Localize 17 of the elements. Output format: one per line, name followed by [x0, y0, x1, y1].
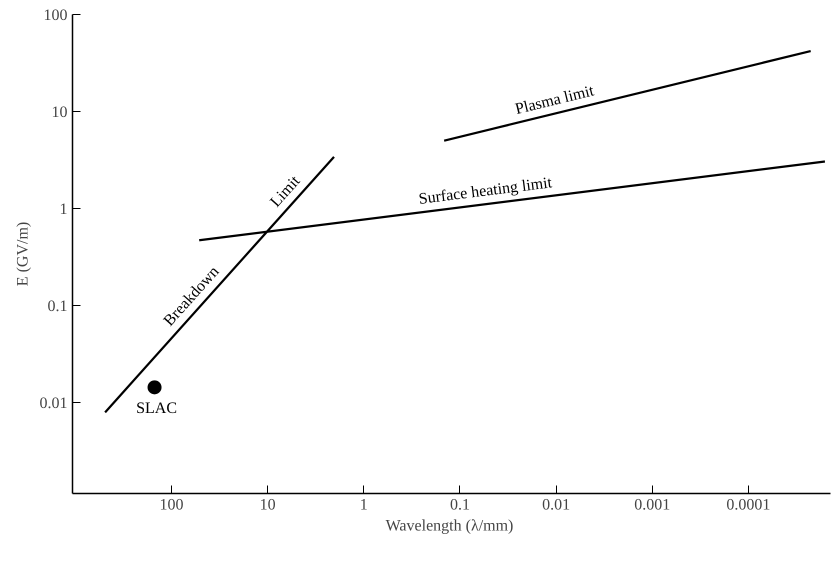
text: Surface heating limit — [418, 174, 554, 208]
y-axis-title: E (GV/m) — [14, 222, 32, 286]
y-tick-label: 0.01 — [40, 394, 68, 412]
y-tick-label: 100 — [44, 7, 68, 24]
y-tick-label: 1 — [60, 200, 68, 218]
series-label: SLAC — [136, 400, 178, 417]
text: Plasma limit — [514, 82, 596, 118]
x-tick-label: 100 — [159, 496, 184, 514]
x-axis-title: Wavelength (λ/mm) — [386, 518, 514, 534]
x-tick-label: 10 — [260, 496, 276, 514]
y-tick-label: 10 — [52, 104, 68, 121]
x-tick-label: 0.1 — [450, 496, 470, 514]
x-tick-label: 0.0001 — [726, 496, 770, 514]
x-tick-label: 0.01 — [542, 496, 570, 514]
y-tick-label: 0.1 — [48, 298, 68, 315]
x-tick-label: 0.001 — [634, 496, 670, 514]
x-tick-label: 1 — [360, 496, 368, 514]
